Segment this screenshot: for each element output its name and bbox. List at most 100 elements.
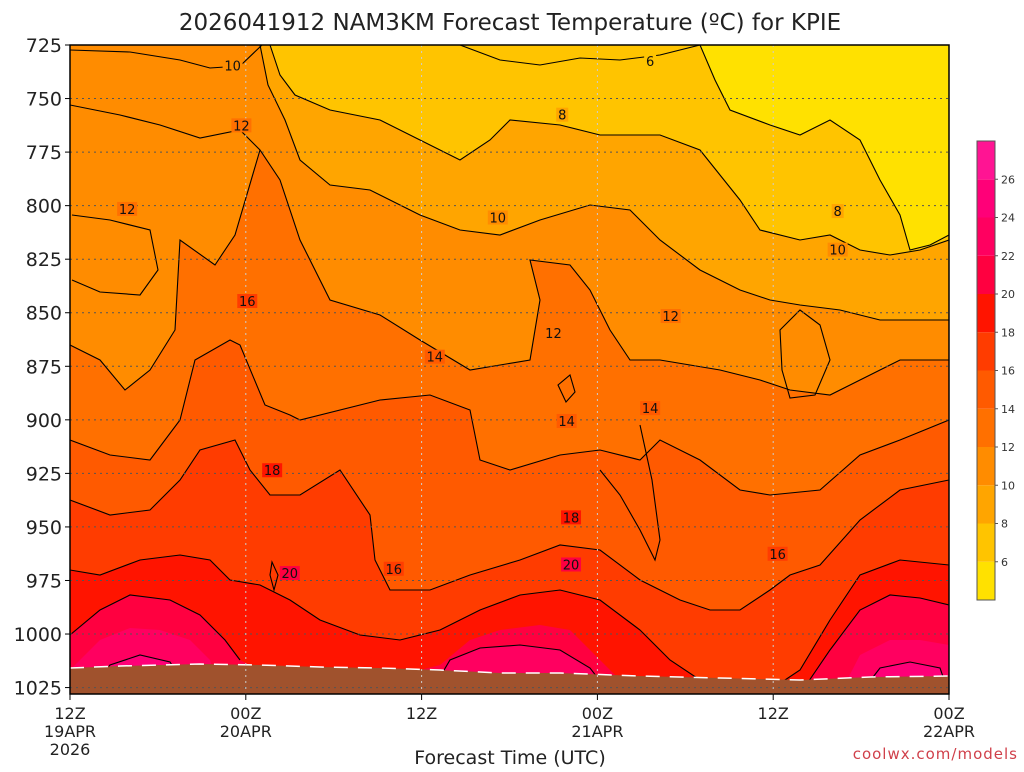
- contour-label-bg: [644, 54, 657, 69]
- y-tick-label: 975: [26, 570, 62, 592]
- contour-label: 12: [233, 119, 250, 134]
- contour-label: 6: [646, 55, 654, 70]
- contour-label: 20: [281, 567, 298, 582]
- chart-title: 2026041912 NAM3KM Forecast Temperature (…: [179, 10, 841, 36]
- x-tick-label: 12Z: [758, 704, 789, 723]
- colorbar-bin: [977, 179, 995, 218]
- x-tick-label: 00Z: [933, 704, 964, 723]
- contour-line: [269, 560, 279, 593]
- contour-line: [71, 214, 159, 296]
- y-tick-label: 875: [26, 356, 62, 378]
- colorbar-bin: [977, 217, 995, 256]
- contour-label: 8: [558, 109, 566, 124]
- y-tick-label: 750: [26, 89, 62, 111]
- contour-label: 14: [427, 351, 444, 366]
- x-tick-label: 20APR: [220, 722, 272, 741]
- x-tick-label: 00Z: [230, 704, 261, 723]
- contour-label: 16: [769, 548, 786, 563]
- colorbar-bin: [977, 408, 995, 447]
- y-tick-label: 825: [26, 249, 62, 271]
- contour-line: [70, 104, 949, 396]
- contour-label-bg: [640, 401, 661, 416]
- contour-line: [70, 554, 741, 691]
- colorbar-tick-label: 20: [1001, 288, 1015, 301]
- colorbar-bin: [977, 447, 995, 486]
- contour-line: [259, 45, 949, 321]
- y-tick-label: 850: [26, 303, 62, 325]
- contour-line: [269, 45, 949, 256]
- contour-label: 12: [119, 203, 136, 218]
- contour-label-bg: [543, 326, 564, 341]
- contour-line: [70, 339, 949, 496]
- colorbar-bin: [977, 485, 995, 524]
- x-axis-label: Forecast Time (UTC): [414, 747, 605, 768]
- contour-line: [70, 594, 241, 661]
- colorbar-bin: [977, 141, 995, 180]
- contour-line: [557, 374, 576, 403]
- contour-label-bg: [556, 107, 569, 122]
- contour-label: 16: [239, 295, 256, 310]
- colorbar-tick-label: 24: [1001, 212, 1015, 225]
- contour-label-bg: [767, 546, 788, 561]
- colorbar: 6 8 10 12 14 16 18 20 22 24 26: [976, 140, 1015, 601]
- y-tick-label: 1025: [14, 678, 62, 700]
- contour-label-bg: [383, 561, 404, 576]
- y-tick-label: 950: [26, 517, 62, 539]
- y-tick-label: 775: [26, 142, 62, 164]
- colorbar-bin: [977, 332, 995, 371]
- y-tick-label: 1000: [14, 624, 62, 646]
- contour-line: [769, 559, 949, 691]
- colorbar-bin: [977, 294, 995, 333]
- contour-label-bg: [222, 58, 243, 73]
- contour-line: [599, 424, 661, 562]
- colorbar-tick-label: 22: [1001, 250, 1015, 263]
- contour-label-bg: [424, 349, 445, 364]
- contour-line: [429, 644, 611, 694]
- contour-label-bg: [827, 242, 848, 257]
- y-tick-label: 925: [26, 463, 62, 485]
- plot-area: 6 8 8 10 10 10 12 12 12 12 14 14 14 16 16 16 18 18 20 20: [70, 45, 949, 694]
- contour-line: [699, 45, 949, 251]
- contour-line: [70, 439, 949, 611]
- contour-label: 20: [563, 558, 580, 573]
- colorbar-tick-label: 14: [1001, 403, 1015, 416]
- contour-label-bg: [262, 463, 283, 478]
- contour-label-bg: [117, 201, 138, 216]
- colorbar-bin: [977, 370, 995, 409]
- contour-label: 10: [490, 211, 507, 226]
- contour-label-bg: [556, 413, 577, 428]
- x-tick-label: 00Z: [582, 704, 613, 723]
- contour-labels: 6 8 8 10 10 10 12 12 12 12 14 14 14 16 16 16 18 18 20 20: [117, 54, 848, 582]
- colorbar-tick-label: 18: [1001, 326, 1015, 339]
- band-4-6: [700, 45, 949, 250]
- plot-frame: [69, 44, 950, 695]
- colorbar-bin: [977, 523, 995, 562]
- y-tick-label: 900: [26, 410, 62, 432]
- contour-lines: [70, 45, 949, 694]
- contour-label: 18: [264, 464, 281, 479]
- contour-label: 12: [662, 310, 679, 325]
- y-tick-label: 800: [26, 196, 62, 218]
- contour-label: 10: [224, 59, 241, 74]
- colorbar-bin: [977, 561, 995, 600]
- colorbar-tick-label: 8: [1001, 518, 1008, 531]
- grid-lines: [70, 45, 949, 694]
- contour-label-bg: [231, 118, 252, 133]
- y-tick-label: 725: [26, 35, 62, 57]
- colorbar-tick-label: 10: [1001, 479, 1015, 492]
- contour-label-bg: [237, 294, 258, 309]
- band-pocket-12: [72, 215, 158, 295]
- contour-label-bg: [279, 566, 300, 581]
- colorbar-tick-label: 16: [1001, 365, 1015, 378]
- band-18-20: [70, 555, 949, 694]
- credit-text: coolwx.com/models: [853, 745, 1018, 763]
- contour-label: 8: [834, 205, 842, 220]
- contour-label-bg: [561, 510, 582, 525]
- contour-label: 14: [558, 415, 575, 430]
- contour-label: 16: [385, 563, 402, 578]
- colorbar-bin: [977, 255, 995, 294]
- x-tick-label: 21APR: [571, 722, 623, 741]
